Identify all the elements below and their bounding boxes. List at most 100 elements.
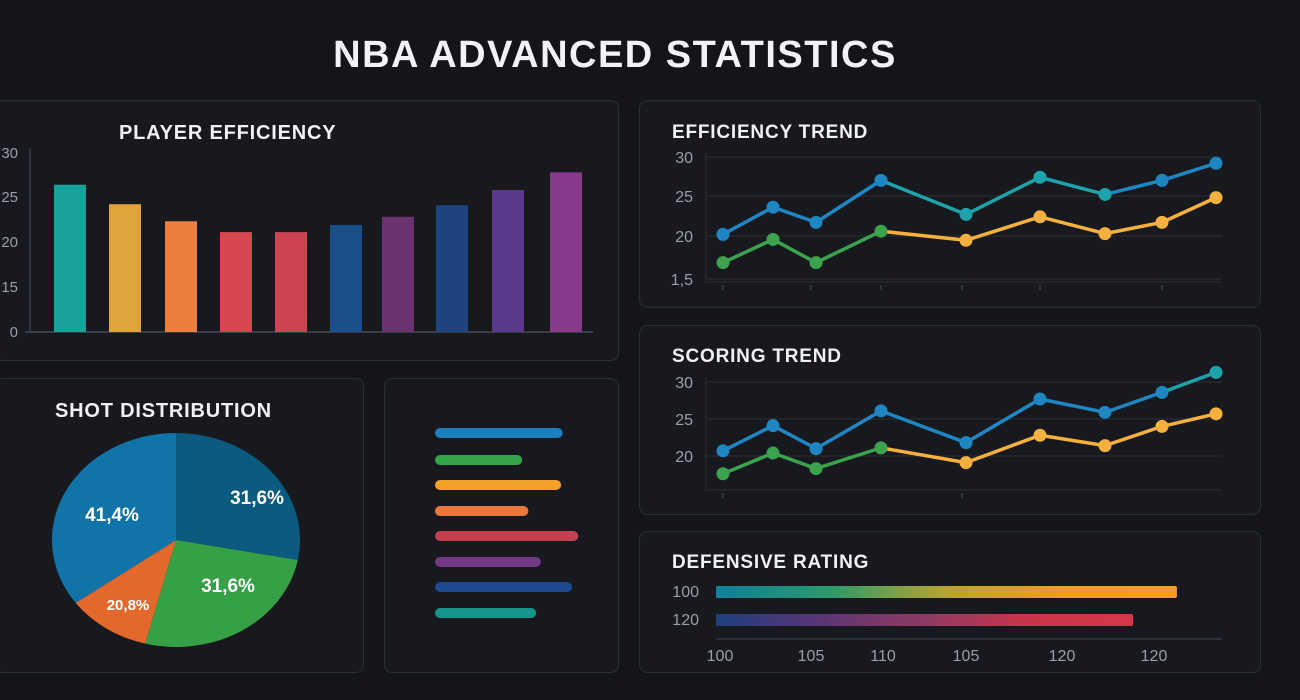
bar <box>436 205 468 332</box>
defensive-rating-panel: DEFENSIVE RATING <box>639 531 1261 673</box>
y-tick-label: 20 <box>1 234 18 251</box>
series-segment <box>771 205 818 225</box>
bar <box>54 184 86 332</box>
pie-slice-label: 41,4% <box>85 505 139 526</box>
data-point <box>1209 407 1223 421</box>
data-point <box>716 444 730 458</box>
data-point <box>809 215 823 229</box>
series-segment <box>1038 433 1107 448</box>
x-tick-label: 100 <box>707 648 734 665</box>
bar <box>492 189 524 332</box>
pie-slice-label: 20,8% <box>107 597 150 614</box>
series-segment <box>814 446 883 471</box>
series-segment <box>879 178 968 217</box>
series-segment <box>771 237 818 265</box>
series-segment <box>964 397 1042 445</box>
series-segment <box>814 229 883 265</box>
series-segment <box>1160 370 1218 395</box>
data-point <box>1209 191 1223 205</box>
rating-bar <box>716 586 1177 598</box>
rating-bar <box>716 614 1134 626</box>
data-point <box>1155 215 1169 229</box>
data-point <box>959 456 973 470</box>
data-point <box>1098 227 1112 241</box>
data-point <box>716 227 730 241</box>
y-tick-label: 1,5 <box>671 272 693 289</box>
x-tick-label: 105 <box>953 648 980 665</box>
pie-slice <box>176 433 300 561</box>
y-tick-label: 30 <box>1 145 18 162</box>
pie-slice <box>75 540 176 644</box>
x-tick-label: 105 <box>798 648 825 665</box>
data-point <box>766 200 780 214</box>
data-point <box>809 462 823 476</box>
data-point <box>1209 365 1223 379</box>
legend-panel <box>384 378 619 673</box>
series-segment <box>1038 397 1107 415</box>
series-segment <box>964 215 1042 243</box>
series-segment <box>771 451 818 471</box>
bar <box>550 172 582 332</box>
pie-slice <box>145 540 298 647</box>
y-tick-label: 20 <box>675 229 693 246</box>
shot-distribution-title: SHOT DISTRIBUTION <box>55 400 272 422</box>
series-segment <box>1103 424 1164 448</box>
data-point <box>1098 405 1112 419</box>
series-segment <box>721 451 775 476</box>
player-efficiency-title: PLAYER EFFICIENCY <box>119 122 337 144</box>
data-point <box>874 224 888 238</box>
efficiency-trend-panel: EFFICIENCY TREND <box>639 100 1261 308</box>
x-tick-label: 120 <box>1049 648 1076 665</box>
efficiency-trend-title: EFFICIENCY TREND <box>672 122 869 143</box>
y-tick-label: 0 <box>10 324 18 341</box>
data-point <box>1033 428 1047 442</box>
bar <box>220 232 252 332</box>
page-title: NBA ADVANCED STATISTICS <box>333 34 897 76</box>
data-point <box>959 207 973 221</box>
defensive-rating-title: DEFENSIVE RATING <box>672 552 870 573</box>
series-segment <box>814 178 883 225</box>
series-segment <box>964 433 1042 465</box>
pie-slice-label: 31,6% <box>201 576 255 597</box>
category-label: 100 <box>672 584 699 601</box>
x-tick-label: 110 <box>870 648 896 665</box>
series-segment <box>879 446 968 465</box>
series-segment <box>1160 412 1218 429</box>
y-tick-label: 30 <box>675 150 693 167</box>
pie-slice <box>52 433 176 603</box>
data-point <box>1098 187 1112 201</box>
bar <box>275 232 307 332</box>
pie-slice-label: 31,6% <box>230 488 284 509</box>
data-point <box>1033 210 1047 224</box>
series-segment <box>879 229 968 243</box>
data-point <box>716 256 730 270</box>
series-segment <box>1038 215 1107 236</box>
series-segment <box>814 409 883 451</box>
series-segment <box>1160 161 1218 183</box>
x-tick-label: 120 <box>1141 648 1168 665</box>
data-point <box>874 441 888 455</box>
series-segment <box>879 409 968 445</box>
data-point <box>1033 392 1047 406</box>
series-segment <box>721 205 775 237</box>
scoring-trend-panel: SCORING TREND <box>639 325 1261 515</box>
series-segment <box>721 423 775 453</box>
data-point <box>809 442 823 456</box>
data-point <box>959 436 973 450</box>
bar <box>165 221 197 332</box>
series-segment <box>1103 220 1164 236</box>
data-point <box>1155 385 1169 399</box>
y-tick-label: 20 <box>675 449 693 466</box>
y-tick-label: 30 <box>675 375 693 392</box>
y-tick-label: 25 <box>675 412 693 429</box>
data-point <box>1033 170 1047 184</box>
data-point <box>1098 439 1112 453</box>
data-point <box>1155 419 1169 433</box>
data-point <box>766 232 780 246</box>
series-segment <box>964 175 1042 217</box>
series-segment <box>771 423 818 451</box>
data-point <box>766 419 780 433</box>
data-point <box>809 256 823 270</box>
y-tick-label: 25 <box>1 189 18 206</box>
